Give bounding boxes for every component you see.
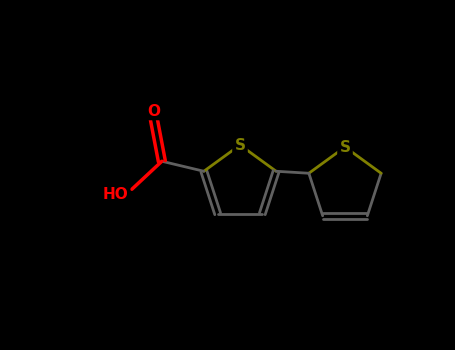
Text: S: S: [339, 140, 350, 154]
Text: O: O: [147, 104, 160, 119]
Text: S: S: [234, 138, 246, 153]
Text: HO: HO: [103, 187, 129, 202]
